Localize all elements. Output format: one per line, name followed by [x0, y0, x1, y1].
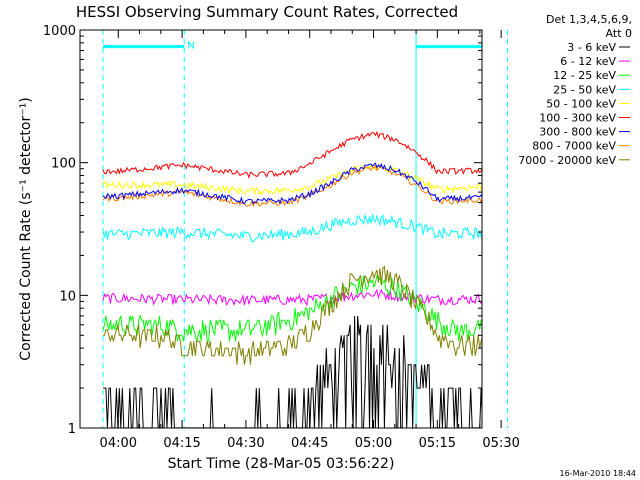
axes: 04:00 04:15 04:30 04:45 05:00 05:15 05:30 1 10 10…: [43, 24, 520, 451]
plot-frame: [79, 29, 483, 429]
chart-title: HESSI Observing Summary Count Rates, Cor…: [76, 3, 458, 21]
legend-entry-label: 3 - 6 keV: [567, 41, 616, 54]
series-line: [102, 163, 482, 196]
timestamp: 16-Mar-2010 18:44: [560, 469, 637, 478]
x-tick-label: 05:30: [482, 436, 519, 451]
night-marker-label: N: [187, 41, 194, 52]
y-tick-label: 1: [68, 422, 76, 437]
legend-entry-label: 12 - 25 keV: [553, 69, 616, 82]
y-tick-label: 100: [51, 157, 76, 172]
legend-entry-label: 300 - 800 keV: [539, 126, 616, 139]
series-line: [102, 288, 482, 307]
legend-entry-label: 100 - 300 keV: [539, 112, 616, 125]
legend-entry-label: 50 - 100 keV: [546, 97, 616, 110]
x-axis-label: Start Time (28-Mar-05 03:56:22): [168, 456, 395, 472]
legend-entry-label: 6 - 12 keV: [560, 55, 616, 68]
x-tick-label: 04:30: [227, 436, 264, 451]
legend-entry-label: 25 - 50 keV: [553, 83, 616, 96]
x-tick-label: 04:00: [100, 436, 137, 451]
x-tick-label: 05:00: [355, 436, 392, 451]
x-tick-label: 05:15: [419, 436, 456, 451]
x-tick-label: 04:15: [163, 436, 200, 451]
legend-header: Det 1,3,4,5,6,9,: [546, 13, 632, 26]
legend-header: Att 0: [606, 27, 632, 40]
series-line: [102, 164, 482, 208]
legend-entry-label: 800 - 7000 keV: [532, 140, 616, 153]
series-lines: [102, 130, 482, 428]
y-axis-label: Corrected Count Rate (s⁻¹ detector⁻¹): [18, 97, 34, 360]
series-line: [102, 214, 482, 243]
y-tick-label: 10: [59, 289, 76, 304]
series-line: [102, 274, 482, 342]
legend-entry-label: 7000 - 20000 keV: [518, 154, 616, 167]
series-line: [102, 130, 482, 179]
y-tick-label: 1000: [43, 24, 76, 39]
x-tick-label: 04:45: [291, 436, 328, 451]
series-line: [103, 265, 482, 365]
series-line: [102, 162, 482, 205]
